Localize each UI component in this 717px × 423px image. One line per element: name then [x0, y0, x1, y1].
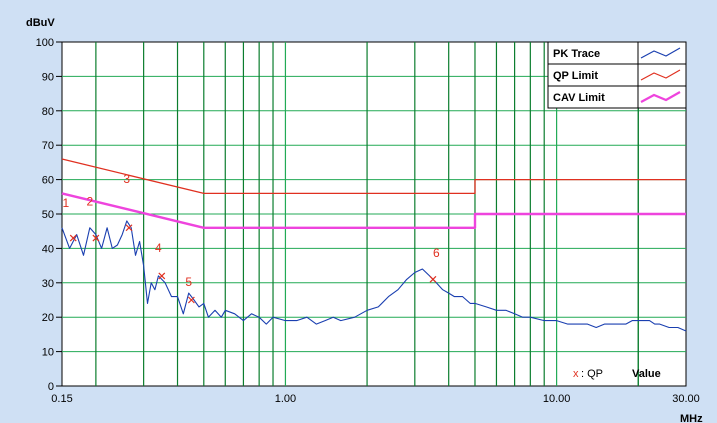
x-tick-label: 30.00	[672, 393, 700, 405]
y-tick-label: 30	[42, 278, 54, 290]
qp-marker	[158, 272, 166, 280]
legend-box	[547, 41, 687, 109]
marker-number-label: 2	[86, 194, 93, 208]
legend-swatch-qp-limit	[640, 69, 681, 81]
marker-number-label: 5	[185, 275, 192, 289]
y-tick-label: 60	[42, 175, 54, 187]
x-unit-label: MHz	[680, 413, 703, 423]
x-tick-label: 0.15	[51, 393, 72, 405]
y-tick-label: 10	[42, 347, 54, 359]
series-line-cav-limit	[61, 192, 686, 230]
marker-note: x : QP Value	[573, 368, 661, 380]
x-tick-label: 10.00	[543, 393, 571, 405]
y-tick-label: 0	[48, 381, 54, 393]
marker-number-label: 6	[433, 246, 440, 260]
series-group	[61, 158, 687, 332]
marker-group: 1 2 3 4 5 6	[63, 172, 440, 304]
qp-marker	[125, 224, 133, 232]
marker-number-label: 4	[155, 241, 162, 255]
legend-label-qp-limit: QP Limit	[553, 70, 598, 82]
y-tick-label: 70	[42, 140, 54, 152]
y-tick-label: 20	[42, 312, 54, 324]
y-tick-label: 100	[36, 37, 54, 49]
y-axis: 0 10 20 30 40 50 60 70 80 90 100	[36, 37, 62, 393]
qp-marker	[187, 296, 195, 304]
qp-marker	[92, 234, 100, 242]
series-line-qp-limit	[61, 158, 686, 195]
qp-note-value-label: Value	[632, 368, 661, 380]
legend: PK Trace QP Limit CAV Limit	[547, 41, 687, 109]
qp-marker	[429, 275, 437, 283]
marker-number-label: 3	[123, 172, 130, 186]
qp-note-symbol: x	[573, 368, 579, 380]
legend-swatch-cav-limit	[640, 91, 681, 103]
legend-label-pk-trace: PK Trace	[553, 48, 600, 60]
marker-number-label: 1	[63, 196, 70, 210]
y-tick-label: 80	[42, 106, 54, 118]
legend-swatch-pk-trace	[640, 47, 681, 59]
x-tick-label: 1.00	[275, 393, 296, 405]
x-axis: 0.15 1.00 10.00 30.00	[51, 393, 699, 405]
y-tick-label: 40	[42, 243, 54, 255]
qp-note-label: : QP	[581, 368, 603, 380]
legend-label-cav-limit: CAV Limit	[553, 92, 605, 104]
y-tick-label: 50	[42, 209, 54, 221]
series-line-pk-trace	[61, 220, 687, 332]
y-unit-label: dBuV	[26, 17, 55, 29]
y-tick-label: 90	[42, 71, 54, 83]
qp-marker	[69, 234, 77, 242]
